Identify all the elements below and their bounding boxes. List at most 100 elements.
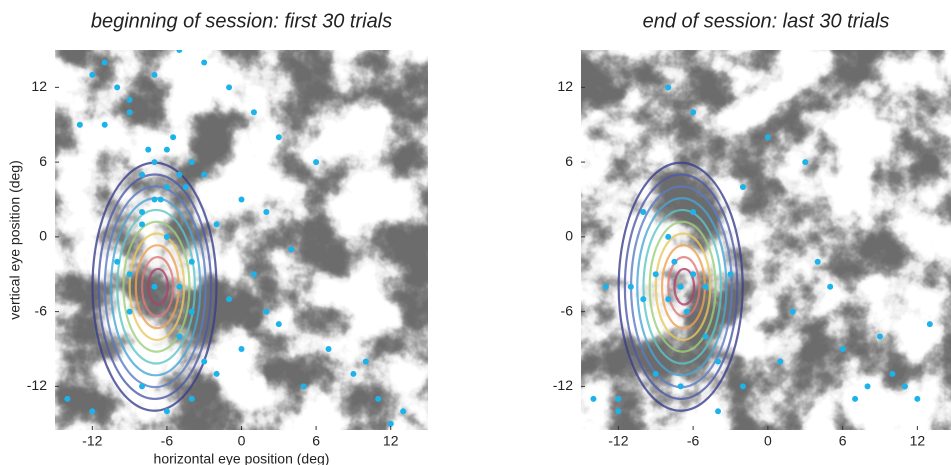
point	[301, 383, 307, 389]
point	[914, 396, 920, 402]
point	[590, 396, 596, 402]
y-axis-label: vertical eye position (deg)	[7, 160, 23, 320]
point	[189, 309, 195, 315]
point	[603, 284, 609, 290]
point	[64, 396, 70, 402]
point	[127, 109, 133, 115]
point	[145, 147, 151, 153]
point	[263, 309, 269, 315]
point	[214, 371, 220, 377]
x-tick-label: 0	[238, 433, 246, 449]
point	[715, 358, 721, 364]
point	[89, 72, 95, 78]
point	[276, 321, 282, 327]
point	[703, 284, 709, 290]
y-tick-label: -12	[553, 377, 573, 393]
point	[852, 396, 858, 402]
point	[740, 184, 746, 190]
point	[102, 59, 108, 65]
point	[790, 309, 796, 315]
point	[226, 84, 232, 90]
point	[678, 383, 684, 389]
point	[827, 284, 833, 290]
page: beginning of session: first 30 trials -12…	[0, 0, 951, 465]
point	[151, 72, 157, 78]
point	[158, 197, 164, 203]
point	[665, 296, 671, 302]
y-tick-label: -12	[27, 377, 47, 393]
point	[777, 358, 783, 364]
x-axis-label: horizontal eye position (deg)	[154, 451, 330, 465]
point	[139, 209, 145, 215]
point	[164, 147, 170, 153]
x-tick-label: 12	[910, 433, 926, 449]
point	[653, 271, 659, 277]
x-tick-label: -12	[608, 433, 628, 449]
y-tick-label: 12	[31, 78, 47, 94]
y-tick-label: 0	[39, 228, 47, 244]
point	[375, 396, 381, 402]
point	[201, 59, 207, 65]
point	[263, 209, 269, 215]
point	[671, 259, 677, 265]
point	[628, 284, 634, 290]
point	[214, 221, 220, 227]
y-tick-label: -6	[561, 302, 574, 318]
point	[176, 284, 182, 290]
point	[727, 271, 733, 277]
point	[690, 109, 696, 115]
point	[102, 122, 108, 128]
point	[139, 383, 145, 389]
point	[840, 346, 846, 352]
point	[363, 358, 369, 364]
point	[189, 259, 195, 265]
x-tick-label: 12	[383, 433, 399, 449]
y-tick-label: 12	[557, 78, 573, 94]
point	[388, 421, 394, 427]
plot-area	[55, 47, 428, 430]
y-tick-label: 0	[565, 228, 573, 244]
point	[400, 408, 406, 414]
point	[276, 134, 282, 140]
point	[640, 296, 646, 302]
point	[127, 97, 133, 103]
x-tick-label: 6	[839, 433, 847, 449]
point	[313, 159, 319, 165]
point	[183, 184, 189, 190]
point	[77, 122, 83, 128]
x-tick-label: 6	[312, 433, 320, 449]
x-tick-label: -6	[687, 433, 700, 449]
point	[226, 296, 232, 302]
point	[127, 309, 133, 315]
point	[201, 172, 207, 178]
point	[740, 383, 746, 389]
point	[114, 259, 120, 265]
point	[176, 334, 182, 340]
point	[139, 221, 145, 227]
point	[288, 246, 294, 252]
point	[615, 396, 621, 402]
point	[665, 234, 671, 240]
point	[89, 408, 95, 414]
point	[902, 383, 908, 389]
point	[615, 408, 621, 414]
point	[640, 209, 646, 215]
point	[815, 259, 821, 265]
point	[176, 172, 182, 178]
point	[176, 47, 182, 53]
title: beginning of session: first 30 trials	[91, 10, 392, 32]
point	[889, 371, 895, 377]
point	[350, 371, 356, 377]
point	[189, 396, 195, 402]
point	[690, 271, 696, 277]
point	[201, 358, 207, 364]
point	[653, 371, 659, 377]
point	[251, 271, 257, 277]
point	[802, 159, 808, 165]
point	[665, 84, 671, 90]
y-tick-label: 6	[39, 153, 47, 169]
point	[164, 234, 170, 240]
point	[239, 346, 245, 352]
title: end of session: last 30 trials	[643, 10, 890, 32]
point	[715, 408, 721, 414]
